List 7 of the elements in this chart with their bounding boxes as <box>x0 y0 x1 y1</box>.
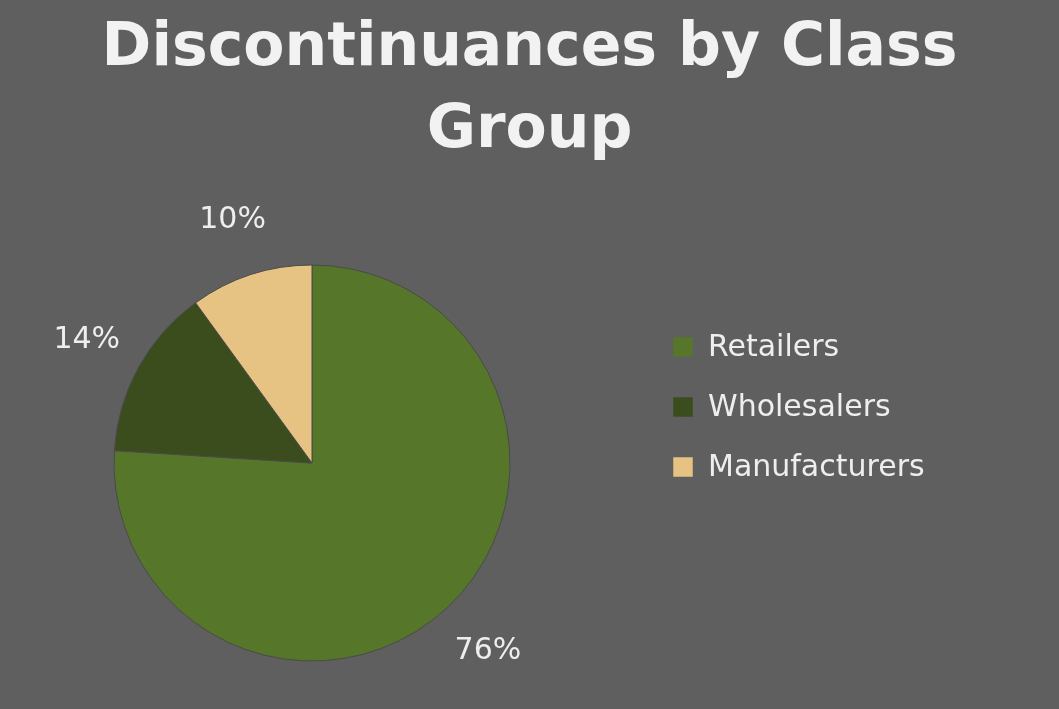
data-label: 14% <box>53 320 121 356</box>
data-label: 76% <box>454 631 522 667</box>
data-label: 10% <box>199 199 266 235</box>
legend-label: Manufacturers <box>708 448 925 483</box>
legend-label: Wholesalers <box>708 388 891 423</box>
chart-title: Discontinuances by Class Group <box>101 9 958 161</box>
legend-label: Retailers <box>708 328 840 363</box>
